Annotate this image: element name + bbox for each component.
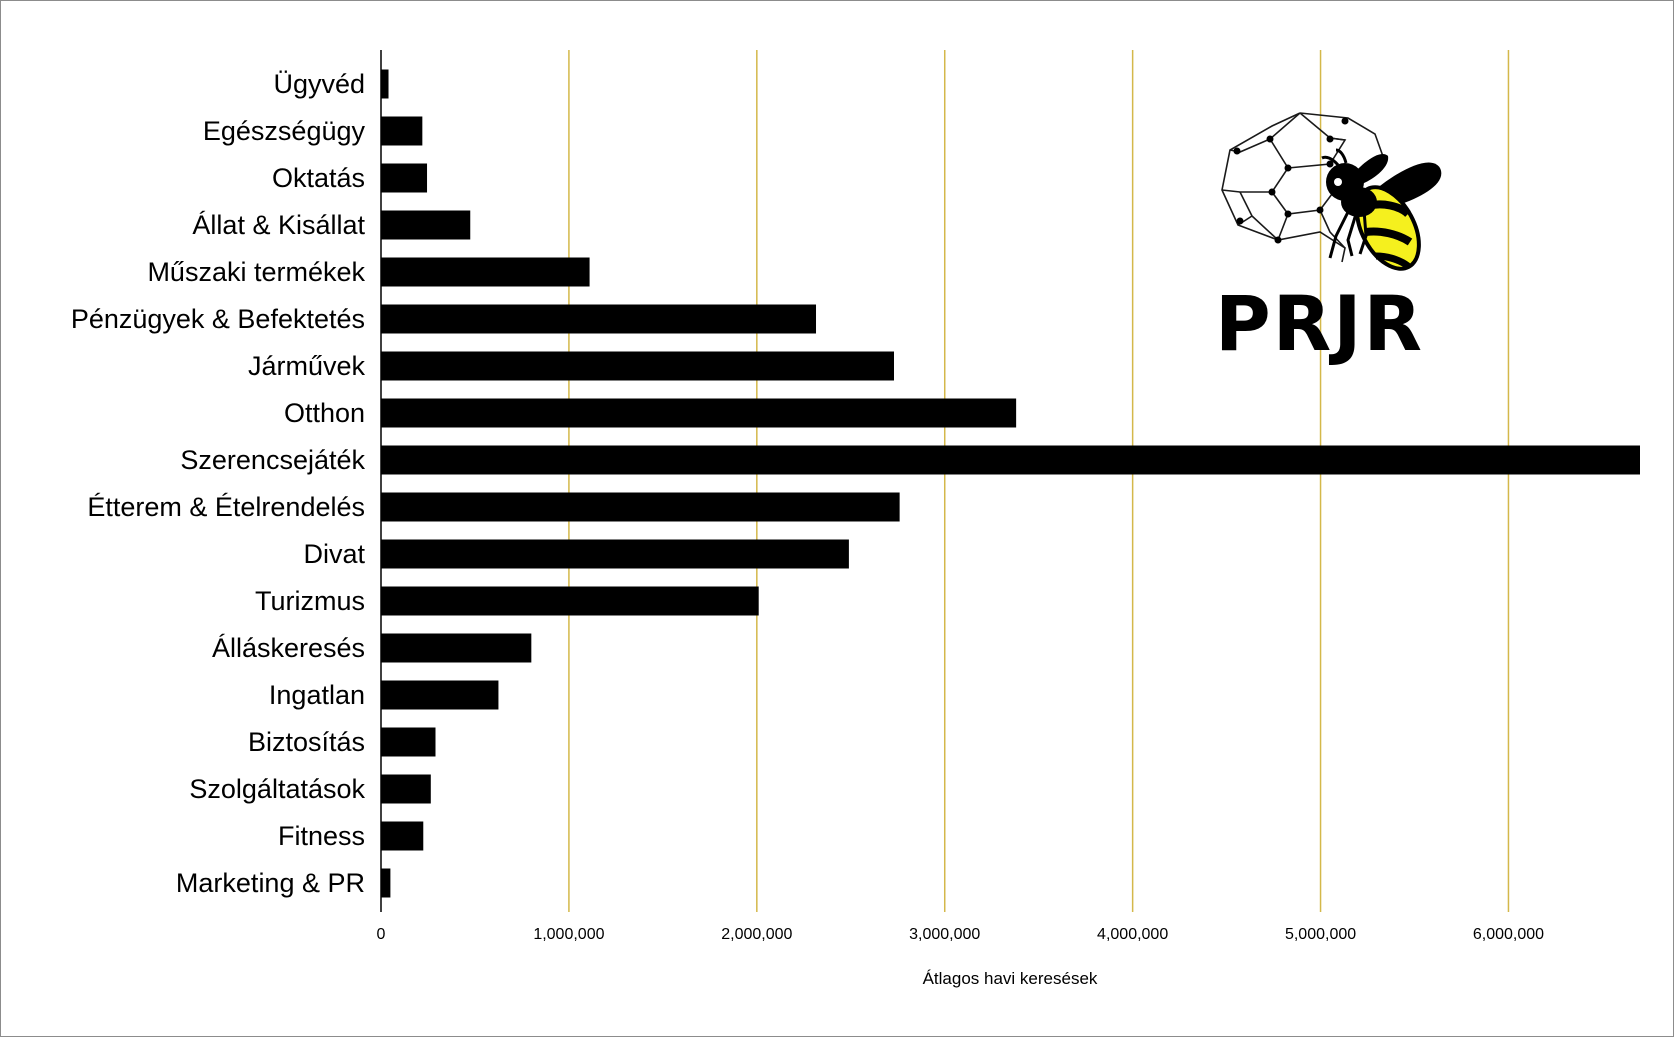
- logo: PRJR: [1215, 112, 1442, 368]
- bar: [381, 210, 471, 240]
- category-label: Biztosítás: [248, 727, 365, 757]
- x-tick-label: 5,000,000: [1285, 926, 1356, 943]
- category-label: Műszaki termékek: [147, 257, 365, 287]
- category-label: Álláskeresés: [212, 633, 365, 663]
- bar: [381, 69, 389, 99]
- bar: [381, 304, 817, 334]
- category-label: Állat & Kisállat: [192, 210, 365, 240]
- bar: [381, 351, 894, 381]
- bar: [381, 539, 849, 569]
- bar: [381, 727, 436, 757]
- category-label: Szerencsejáték: [180, 445, 365, 475]
- bar: [381, 821, 424, 851]
- bars: [381, 69, 1640, 898]
- category-label: Pénzügyek & Befektetés: [71, 304, 365, 334]
- bar: [381, 492, 900, 522]
- category-label: Ingatlan: [269, 680, 365, 710]
- x-tick-label: 6,000,000: [1473, 926, 1544, 943]
- bar: [381, 163, 428, 193]
- bar: [381, 445, 1640, 475]
- category-label: Ügyvéd: [273, 69, 365, 99]
- bar: [381, 680, 499, 710]
- category-label: Járművek: [248, 351, 366, 381]
- category-labels: Ügyvéd Egészségügy Oktatás Állat & Kisállat…: [71, 69, 366, 898]
- bar: [381, 257, 590, 287]
- category-label: Otthon: [284, 398, 365, 428]
- x-tick-label: 0: [377, 926, 386, 943]
- x-tick-label: 2,000,000: [721, 926, 792, 943]
- x-tick-labels: 0 1,000,000 2,000,000 3,000,000 4,000,000 5,0…: [377, 926, 1545, 943]
- bar: [381, 586, 759, 616]
- grid-lines: [568, 50, 1510, 912]
- category-label: Étterem & Ételrendelés: [87, 492, 365, 522]
- category-label: Marketing & PR: [176, 868, 365, 898]
- category-label: Oktatás: [272, 163, 365, 193]
- x-axis-title: Átlagos havi keresések: [923, 969, 1098, 988]
- category-label: Egészségügy: [203, 116, 366, 146]
- category-label: Fitness: [278, 821, 365, 851]
- category-label: Divat: [303, 539, 365, 569]
- x-tick-label: 1,000,000: [533, 926, 604, 943]
- bar: [381, 398, 1017, 428]
- bar: [381, 774, 431, 804]
- bar: [381, 868, 391, 898]
- bar: [381, 116, 423, 146]
- category-label: Turizmus: [255, 586, 365, 616]
- logo-text: PRJR: [1215, 279, 1424, 368]
- network-nodes: [1233, 117, 1349, 244]
- x-tick-label: 4,000,000: [1097, 926, 1168, 943]
- bee-icon: [1321, 148, 1442, 271]
- x-tick-label: 3,000,000: [909, 926, 980, 943]
- category-label: Szolgáltatások: [189, 774, 365, 804]
- bar: [381, 633, 532, 663]
